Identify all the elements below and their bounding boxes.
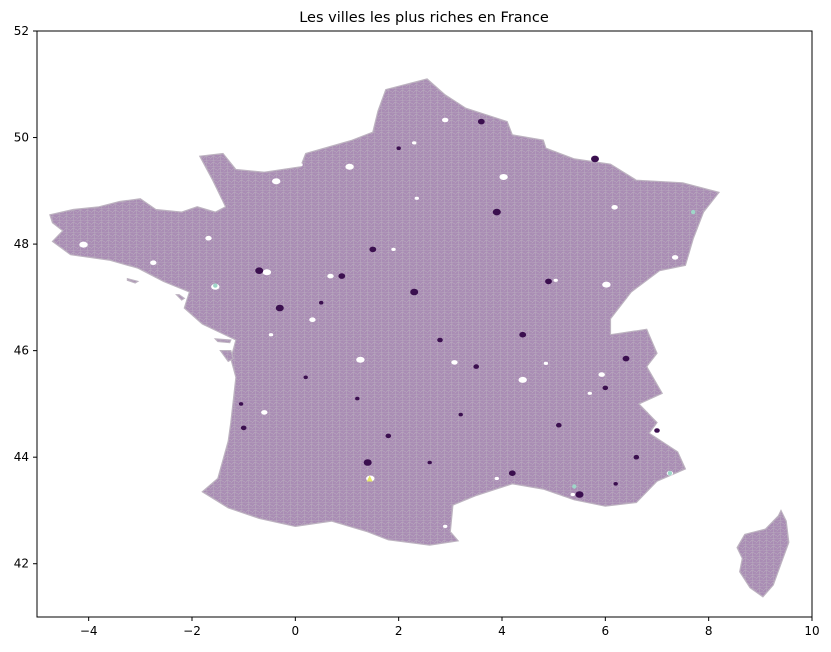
missing-commune: [356, 356, 365, 363]
missing-commune: [262, 269, 272, 276]
y-tick-label: 48: [14, 237, 29, 251]
x-tick-label: 6: [602, 624, 610, 638]
missing-commune: [442, 117, 449, 123]
dark-commune: [622, 355, 630, 362]
missing-commune: [451, 360, 458, 365]
dark-commune: [369, 246, 377, 253]
chart-title: Les villes les plus riches en France: [299, 10, 549, 26]
missing-commune: [543, 361, 549, 365]
region-oleron-commune-mesh: [220, 350, 234, 362]
missing-commune: [553, 278, 558, 282]
missing-commune: [412, 141, 417, 145]
region-corsica-commune-mesh: [737, 510, 789, 597]
dark-commune: [338, 273, 346, 279]
x-tick-label: 8: [705, 624, 713, 638]
dark-commune: [473, 364, 480, 369]
dark-commune: [591, 155, 599, 163]
dark-commune: [508, 470, 516, 477]
y-tick-label: 44: [14, 450, 29, 464]
missing-commune: [268, 333, 274, 337]
missing-commune: [598, 372, 605, 377]
x-tick-label: −2: [183, 624, 201, 638]
teal-commune: [691, 209, 696, 215]
x-tick-label: −4: [80, 624, 98, 638]
missing-commune: [205, 235, 212, 241]
dark-commune: [319, 300, 324, 305]
dark-commune: [602, 385, 609, 391]
teal-commune: [572, 484, 577, 489]
region-re-commune-mesh: [215, 338, 231, 343]
dark-commune: [477, 118, 485, 125]
missing-commune: [671, 255, 679, 260]
region-mainland-commune-mesh: [49, 78, 719, 546]
missing-commune: [298, 163, 303, 167]
dark-commune: [255, 267, 264, 275]
dark-commune: [275, 304, 284, 312]
dark-commune: [355, 396, 360, 401]
dark-commune: [396, 146, 401, 150]
missing-commune: [587, 391, 592, 395]
missing-commune: [611, 205, 618, 210]
missing-commune: [261, 410, 268, 415]
x-tick-label: 0: [292, 624, 300, 638]
missing-commune: [443, 524, 448, 529]
missing-commune: [272, 178, 281, 185]
missing-commune: [309, 317, 316, 323]
x-tick-label: 4: [498, 624, 506, 638]
dark-commune: [613, 482, 618, 486]
dark-commune: [410, 288, 419, 296]
missing-commune: [150, 260, 157, 266]
highlighted-communes-layer: [213, 118, 696, 498]
dark-commune: [437, 337, 443, 343]
dark-commune: [458, 412, 463, 417]
y-tick-label: 46: [14, 344, 29, 358]
y-tick-label: 42: [14, 557, 29, 571]
region-belle_ile-commune-mesh: [127, 278, 138, 283]
map-area: [49, 78, 790, 598]
x-tick-label: 2: [395, 624, 403, 638]
missing-commune: [345, 163, 354, 170]
missing-commune: [570, 492, 575, 497]
y-tick-label: 50: [14, 131, 29, 145]
missing-commune: [499, 174, 508, 180]
dark-commune: [654, 428, 660, 433]
region-noirmoutier-commune-mesh: [176, 294, 185, 300]
missing-commune: [391, 247, 396, 251]
regions-layer: [49, 78, 790, 598]
missing-commune: [414, 196, 419, 200]
dark-commune: [427, 460, 432, 465]
missing-communes-layer: [79, 117, 679, 529]
axes-frame: [36, 30, 813, 618]
x-axis-ticks: −4 −2 0 2 4 6 8 10: [80, 617, 820, 638]
dark-commune: [545, 278, 552, 285]
missing-commune: [518, 376, 527, 383]
missing-commune: [79, 241, 88, 248]
y-tick-label: 52: [14, 24, 29, 38]
teal-commune: [213, 283, 218, 288]
dark-commune: [240, 425, 247, 431]
dark-commune: [492, 208, 501, 216]
dark-commune: [556, 422, 562, 428]
dark-commune: [633, 454, 640, 460]
y-axis-ticks: 42 44 46 48 50 52: [14, 24, 37, 571]
dark-commune: [363, 459, 372, 466]
missing-commune: [327, 273, 334, 279]
missing-commune: [494, 476, 499, 481]
dark-commune: [575, 491, 584, 498]
yellow-commune: [366, 475, 373, 482]
dark-commune: [519, 331, 527, 338]
dark-commune: [303, 375, 308, 380]
missing-commune: [602, 281, 611, 288]
x-tick-label: 10: [804, 624, 819, 638]
teal-commune: [667, 471, 673, 476]
dark-commune: [238, 402, 244, 406]
dark-commune: [385, 433, 392, 439]
